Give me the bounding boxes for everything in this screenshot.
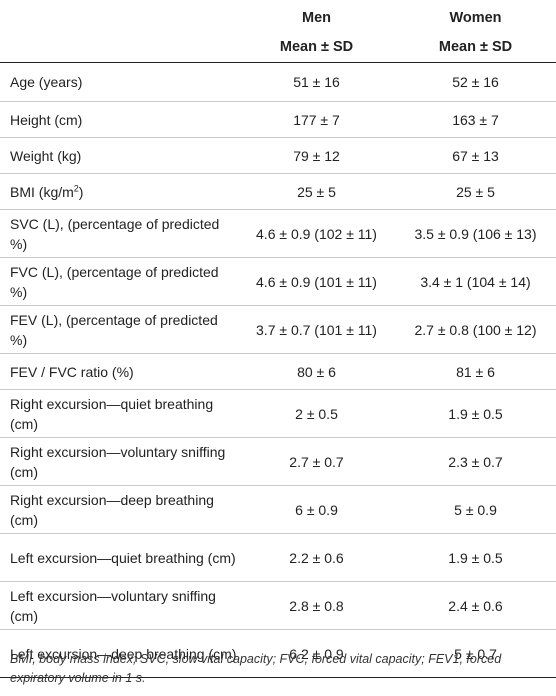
header-women: Women xyxy=(449,10,502,26)
row-label: FEV / FVC ratio (%) xyxy=(10,363,134,380)
row-label: BMI (kg/m2) xyxy=(0,174,238,210)
row-label-end: ) xyxy=(78,183,84,200)
women-value: 2.7 ± 0.8 (100 ± 12) xyxy=(414,321,537,338)
table-row: Height (cm) 177 ± 7 163 ± 7 xyxy=(0,102,556,138)
table-row: FVC (L), (percentage of predicted %) 4.6… xyxy=(0,258,556,306)
men-value: 4.6 ± 0.9 (101 ± 11) xyxy=(256,273,377,290)
men-value: 3.7 ± 0.7 (101 ± 11) xyxy=(256,321,377,338)
table-row: Left excursion—quiet breathing (cm) 2.2 … xyxy=(0,534,556,582)
table-row: FEV / FVC ratio (%) 80 ± 6 81 ± 6 xyxy=(0,354,556,390)
header-men: Men xyxy=(302,10,331,26)
men-value: 51 ± 16 xyxy=(293,74,340,90)
women-value: 2.4 ± 0.6 xyxy=(448,597,503,614)
men-value: 177 ± 7 xyxy=(293,111,340,128)
table-row: BMI (kg/m2) 25 ± 5 25 ± 5 xyxy=(0,174,556,210)
row-label: Right excursion—quiet breathing (cm) xyxy=(10,395,214,432)
table-body: Age (years) 51 ± 16 52 ± 16 Height (cm) … xyxy=(0,63,556,678)
women-value: 25 ± 5 xyxy=(456,183,495,200)
row-label: Right excursion—voluntary sniffing (cm) xyxy=(10,443,226,480)
men-value: 2 ± 0.5 xyxy=(295,405,338,422)
men-value: 25 ± 5 xyxy=(297,183,336,200)
table-row: Left excursion—voluntary sniffing (cm) 2… xyxy=(0,582,556,630)
table-header: Men Women Mean ± SD Mean ± SD xyxy=(0,0,556,63)
women-value: 5 ± 0.9 xyxy=(454,501,497,518)
men-value: 6 ± 0.9 xyxy=(295,501,338,518)
men-value: 2.2 ± 0.6 xyxy=(289,549,344,566)
table-footnote: BMI, body mass index; SVC, slow vital ca… xyxy=(10,652,502,685)
row-label: Right excursion—deep breathing (cm) xyxy=(10,491,214,528)
women-value: 2.3 ± 0.7 xyxy=(448,453,503,470)
subheader-women-stat: Mean ± SD xyxy=(395,32,556,63)
row-label: SVC (L), (percentage of predicted %) xyxy=(10,215,220,252)
men-value: 4.6 ± 0.9 (102 ± 11) xyxy=(256,225,377,242)
women-value: 1.9 ± 0.5 xyxy=(448,549,503,566)
row-label: Height (cm) xyxy=(10,111,83,128)
table-row: Right excursion—quiet breathing (cm) 2 ±… xyxy=(0,390,556,438)
women-value: 67 ± 13 xyxy=(452,147,499,164)
row-label: Age (years) xyxy=(10,74,83,90)
row-label: Left excursion—quiet breathing (cm) xyxy=(10,549,236,566)
row-label-superscript: 2 xyxy=(73,182,79,193)
table-row: Weight (kg) 79 ± 12 67 ± 13 xyxy=(0,138,556,174)
women-value: 81 ± 6 xyxy=(456,363,495,380)
men-value: 6.2 ± 0.9 xyxy=(289,645,344,662)
table-row: Age (years) 51 ± 16 52 ± 16 xyxy=(0,63,556,102)
women-value: 3.5 ± 0.9 (106 ± 13) xyxy=(414,225,537,242)
women-value: 1.9 ± 0.5 xyxy=(448,405,503,422)
subheader-empty-cell xyxy=(0,32,238,63)
row-label: Left excursion—voluntary sniffing (cm) xyxy=(10,587,216,624)
row-label: Left excursion—deep breathing (cm) xyxy=(10,645,237,662)
table-row: Right excursion—voluntary sniffing (cm) … xyxy=(0,438,556,486)
row-label: FEV (L), (percentage of predicted %) xyxy=(10,311,218,348)
men-value: 2.8 ± 0.8 xyxy=(289,597,344,614)
men-value: 79 ± 12 xyxy=(293,147,340,164)
women-value: 5 ± 0.7 xyxy=(454,645,497,662)
subheader-men-stat: Mean ± SD xyxy=(238,32,395,63)
women-value: 52 ± 16 xyxy=(452,74,499,90)
table-row: FEV (L), (percentage of predicted %) 3.7… xyxy=(0,306,556,354)
characteristics-table: Men Women Mean ± SD Mean ± SD Age (years… xyxy=(0,0,556,678)
men-value: 80 ± 6 xyxy=(297,363,336,380)
row-label-base: BMI (kg/m xyxy=(10,183,74,200)
row-label: FVC (L), (percentage of predicted %) xyxy=(10,263,219,300)
women-value: 3.4 ± 1 (104 ± 14) xyxy=(420,273,531,290)
women-value: 163 ± 7 xyxy=(452,111,499,128)
row-label: Weight (kg) xyxy=(10,147,82,164)
men-value: 2.7 ± 0.7 xyxy=(289,453,344,470)
table-row: Left excursion—deep breathing (cm) 6.2 ±… xyxy=(0,630,556,678)
table-row: Right excursion—deep breathing (cm) 6 ± … xyxy=(0,486,556,534)
header-empty-cell xyxy=(0,0,238,32)
table-row: SVC (L), (percentage of predicted %) 4.6… xyxy=(0,210,556,258)
